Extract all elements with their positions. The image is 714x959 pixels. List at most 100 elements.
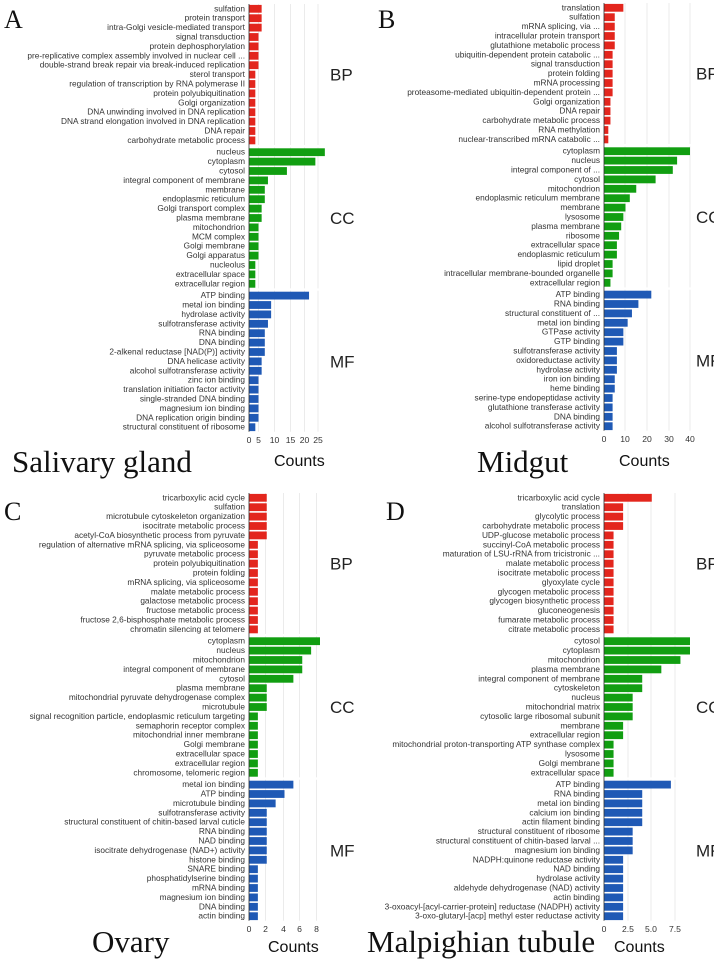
panel-a-category-label: MCM complex <box>192 231 246 241</box>
panel-a-category-label: Golgi membrane <box>184 241 246 251</box>
panel-b-category-label: integral component of ... <box>511 165 600 175</box>
panel-d-bar-cc <box>604 712 633 721</box>
panel-a-bar-bp <box>249 136 256 145</box>
panel-a-category-label: sulfation <box>214 3 245 13</box>
panel-c-category-label: semaphorin receptor complex <box>136 720 246 730</box>
panel-c-category-label: integral component of membrane <box>123 664 245 674</box>
panel-b-title: Midgut <box>477 444 569 479</box>
panel-a-category-label: integral component of membrane <box>123 175 245 185</box>
panel-b-category-label: ATP binding <box>556 289 601 299</box>
panel-a-tick-label: 5 <box>256 435 261 445</box>
panel-b-bar-bp <box>604 107 611 116</box>
panel-a-bar-mf <box>249 423 256 432</box>
panel-a-bar-cc <box>249 232 259 241</box>
panel-d-letter: D <box>386 497 405 526</box>
panel-b-bar-mf <box>604 290 652 299</box>
panel-b-bar-cc <box>604 213 624 221</box>
panel-b-tick-label: 30 <box>664 434 674 444</box>
panel-b-group-label-cc: CC <box>696 208 714 227</box>
panel-b-category-label: nucleus <box>571 155 600 165</box>
panel-b-tick-label: 10 <box>620 434 630 444</box>
panel-c-bar-bp <box>249 597 258 606</box>
panel-c-category-label: sulfation <box>214 502 245 512</box>
panel-c-title: Ovary <box>92 924 170 959</box>
panel-d-category-label: extracellular space <box>531 767 601 777</box>
panel-a-category-label: DNA binding <box>199 337 246 347</box>
panel-d-category-label: membrane <box>560 720 600 730</box>
panel-c-category-label: sulfotransferase activity <box>158 807 246 817</box>
panel-c-category-label: mRNA splicing, via spliceosome <box>127 577 245 587</box>
panel-d-category-label: ATP binding <box>556 779 601 789</box>
panel-d-group-label-bp: BP <box>696 555 714 574</box>
panel-a-bar-bp <box>249 127 256 135</box>
panel-d-category-label: 3-oxo-glutaryl-[acp] methyl ester reduct… <box>415 911 601 921</box>
panel-d-title: Malpighian tubule <box>367 924 595 959</box>
panel-d-category-label: fumarate metabolic process <box>498 615 600 625</box>
panel-a-tick-label: 15 <box>286 435 296 445</box>
panel-b-category-label: extracellular region <box>530 277 600 287</box>
panel-a-bar-bp <box>249 108 256 117</box>
panel-b-tick-label: 40 <box>685 434 695 444</box>
panel-a-category-label: membrane <box>205 184 245 194</box>
panel-b-tick-label: 20 <box>642 434 652 444</box>
panel-d-bar-cc <box>604 721 624 730</box>
panel-c-group-label-mf: MF <box>330 841 355 860</box>
panel-d-bar-mf <box>604 893 624 902</box>
panel-d-category-label: integral component of membrane <box>478 673 600 683</box>
panel-d-bar-cc <box>604 693 633 702</box>
panel-b-bar-bp <box>604 116 611 125</box>
panel-a-category-label: DNA repair <box>204 126 245 136</box>
panel-c-bar-mf <box>249 818 267 827</box>
panel-b-xlabel: Counts <box>619 453 670 470</box>
panel-a-group-label-bp: BP <box>330 66 353 85</box>
panel-c-bar-cc <box>249 684 267 693</box>
panel-c-category-label: phosphatidylserine binding <box>147 873 246 883</box>
panel-b-category-label: intracellular protein transport <box>495 31 601 41</box>
panel-b-bar-bp <box>604 22 615 31</box>
panel-b-category-label: ubiquitin-dependent protein catabolic ..… <box>455 49 600 59</box>
panel-c-category-label: mRNA binding <box>192 883 245 893</box>
panel-c-bar-mf <box>249 912 258 921</box>
panel-b-bar-cc <box>604 203 626 212</box>
panel-a-bar-mf <box>249 329 265 338</box>
panel-b-category-label: GTPase activity <box>542 327 601 337</box>
panel-c-category-label: magnesium ion binding <box>160 892 246 902</box>
panel-c-bar-bp <box>249 616 258 624</box>
panel-a-tick-label: 25 <box>313 435 323 445</box>
panel-c-category-label: metal ion binding <box>182 779 245 789</box>
panel-c-tick-label: 4 <box>281 924 286 934</box>
panel-a-bar-cc <box>249 261 256 269</box>
panel-d-bar-cc <box>604 703 633 711</box>
panel-c-category-label: mitochondrial pyruvate dehydrogenase com… <box>69 692 246 702</box>
panel-b-bar-mf <box>604 375 615 384</box>
panel-a-tick-label: 0 <box>247 435 252 445</box>
panel-d-bar-mf <box>604 827 633 836</box>
panel-c-bar-bp <box>249 540 258 549</box>
panel-d-bar-mf <box>604 790 643 798</box>
panel-a-category-label: plasma membrane <box>176 213 245 223</box>
panel-b-bar-bp <box>604 13 615 22</box>
panel-b-bar-cc <box>604 166 673 174</box>
panel-a-category-label: intra-Golgi vesicle-mediated transport <box>107 22 246 32</box>
panel-b-bar-cc <box>604 184 637 193</box>
panel-d-category-label: structural constituent of chitin-based l… <box>436 836 600 846</box>
panel-d-category-label: aldehyde dehydrogenase (NAD) activity <box>454 883 601 893</box>
panel-b-category-label: mRNA splicing, via ... <box>522 21 600 31</box>
panel-a-group-label-mf: MF <box>330 352 355 371</box>
panel-d-category-label: structural constituent of ribosome <box>478 826 601 836</box>
panel-a-bar-mf <box>249 291 310 300</box>
panel-a-category-label: metal ion binding <box>182 300 245 310</box>
panel-b-category-label: Golgi organization <box>533 96 600 106</box>
panel-b-bar-bp <box>604 97 611 106</box>
panel-d-bar-mf <box>604 808 643 817</box>
panel-b-category-label: lipid droplet <box>558 259 601 269</box>
panel-d-category-label: extracellular region <box>530 730 600 740</box>
panel-c-bar-mf <box>249 827 267 836</box>
panel-d-category-label: succinyl-CoA metabolic process <box>483 539 600 549</box>
panel-c-bar-bp <box>249 522 267 530</box>
panel-a-bar-bp <box>249 42 259 51</box>
panel-c-bar-bp <box>249 550 258 559</box>
panel-c-bar-cc <box>249 665 303 674</box>
panel-b-bar-mf <box>604 347 617 355</box>
